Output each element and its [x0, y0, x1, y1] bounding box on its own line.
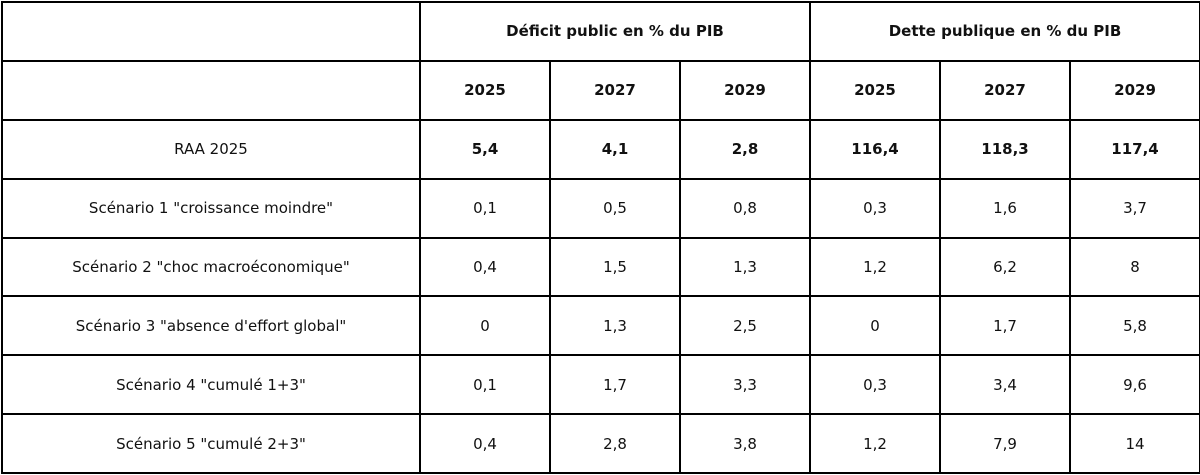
year-header: 2029 [679, 59, 811, 121]
table-row: RAA 2025 5,4 4,1 2,8 116,4 118,3 117,4 [1, 118, 1200, 180]
year-header: 2027 [939, 59, 1071, 121]
dette-group-header: Dette publique en % du PIB [808, 1, 1200, 62]
table-row: Scénario 2 "choc macroéconomique" 0,4 1,… [1, 236, 1200, 298]
table-row: Scénario 5 "cumulé 2+3" 0,4 2,8 3,8 1,2 … [1, 413, 1200, 474]
group-header-row: Déficit public en % du PIB Dette publiqu… [1, 1, 1200, 62]
table-cell: 1,3 [679, 236, 811, 298]
table-cell: 6,2 [939, 236, 1071, 298]
row-label: Scénario 1 "croissance moindre" [1, 177, 421, 239]
year-header: 2027 [549, 59, 681, 121]
year-header: 2025 [809, 59, 941, 121]
table-cell: 2,8 [549, 413, 681, 474]
table-cell: 0,3 [809, 354, 941, 416]
table-cell: 0,1 [419, 354, 551, 416]
table-cell: 1,5 [549, 236, 681, 298]
year-corner-cell [1, 59, 421, 121]
corner-cell [1, 1, 421, 62]
table-cell: 1,7 [939, 295, 1071, 357]
row-label: Scénario 3 "absence d'effort global" [1, 295, 421, 357]
table-row: Scénario 3 "absence d'effort global" 0 1… [1, 295, 1200, 357]
row-label: Scénario 2 "choc macroéconomique" [1, 236, 421, 298]
table-cell: 0,5 [549, 177, 681, 239]
year-header: 2025 [419, 59, 551, 121]
table-cell: 7,9 [939, 413, 1071, 474]
table-cell: 9,6 [1068, 354, 1200, 416]
table-cell: 5,8 [1068, 295, 1200, 357]
table-cell: 0,1 [419, 177, 551, 239]
table-cell: 0,4 [419, 413, 551, 474]
table-cell: 3,8 [679, 413, 811, 474]
table-cell: 1,7 [549, 354, 681, 416]
table-row: Scénario 1 "croissance moindre" 0,1 0,5 … [1, 177, 1200, 239]
row-label: Scénario 5 "cumulé 2+3" [1, 413, 421, 474]
table-cell: 1,2 [809, 236, 941, 298]
table-cell: 116,4 [809, 118, 941, 180]
table-cell: 1,3 [549, 295, 681, 357]
table-cell: 4,1 [549, 118, 681, 180]
table-cell: 8 [1068, 236, 1200, 298]
deficit-group-header: Déficit public en % du PIB [419, 1, 811, 62]
table-cell: 2,8 [679, 118, 811, 180]
row-label: Scénario 4 "cumulé 1+3" [1, 354, 421, 416]
year-header: 2029 [1068, 59, 1200, 121]
table-cell: 1,2 [809, 413, 941, 474]
table-cell: 118,3 [939, 118, 1071, 180]
table-cell: 14 [1068, 413, 1200, 474]
table-row: Scénario 4 "cumulé 1+3" 0,1 1,7 3,3 0,3 … [1, 354, 1200, 416]
table-cell: 0,3 [809, 177, 941, 239]
table-cell: 0,4 [419, 236, 551, 298]
table-cell: 1,6 [939, 177, 1071, 239]
table-cell: 3,7 [1068, 177, 1200, 239]
table-cell: 0,8 [679, 177, 811, 239]
row-label: RAA 2025 [1, 118, 421, 180]
table-cell: 117,4 [1068, 118, 1200, 180]
table-cell: 3,3 [679, 354, 811, 416]
table-cell: 3,4 [939, 354, 1071, 416]
table-cell: 5,4 [419, 118, 551, 180]
table-cell: 0 [809, 295, 941, 357]
table-cell: 2,5 [679, 295, 811, 357]
year-header-row: 2025 2027 2029 2025 2027 2029 [1, 59, 1200, 121]
table-cell: 0 [419, 295, 551, 357]
